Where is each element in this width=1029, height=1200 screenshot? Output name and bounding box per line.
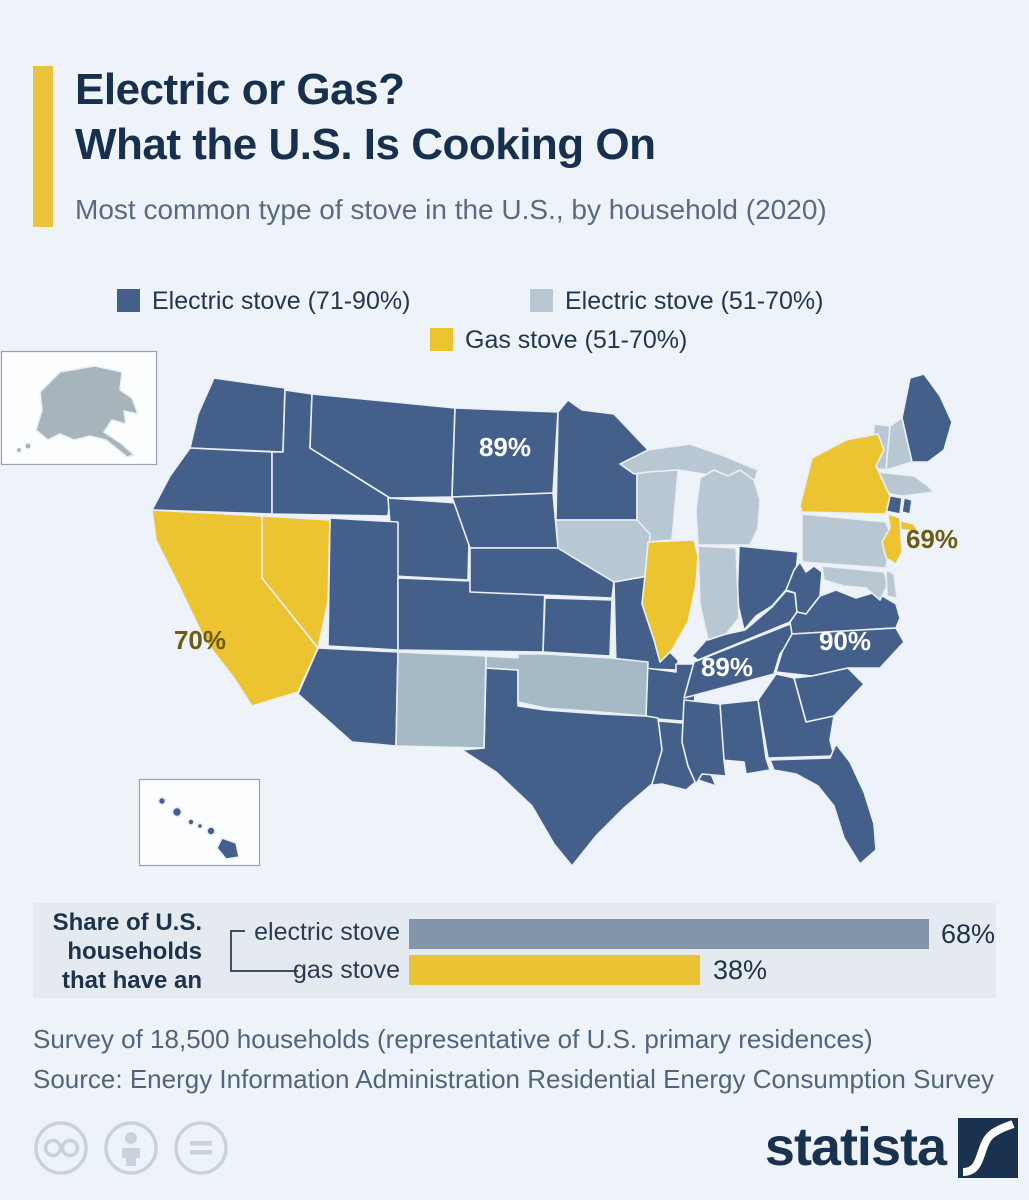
state-new-jersey bbox=[881, 513, 903, 565]
legend-label-electric-high: Electric stove (71-90%) bbox=[152, 287, 411, 315]
subtitle: Most common type of stove in the U.S., b… bbox=[75, 194, 827, 225]
legend-label-gas: Gas stove (51-70%) bbox=[465, 326, 688, 354]
hawaii-inset-box bbox=[138, 778, 261, 867]
legend-label-electric-mid: Electric stove (51-70%) bbox=[565, 287, 824, 315]
attribution-person-icon[interactable] bbox=[104, 1121, 158, 1175]
state-maryland bbox=[821, 565, 889, 601]
state-illinois bbox=[641, 539, 699, 663]
state-virginia bbox=[789, 589, 901, 635]
page-title: Electric or Gas? What the U.S. Is Cookin… bbox=[75, 62, 656, 172]
map-label-tennessee: 89% bbox=[701, 652, 753, 682]
bar-caption-line-1: Share of U.S. bbox=[52, 909, 202, 936]
bar-bracket bbox=[230, 930, 298, 972]
footer-survey-note: Survey of 18,500 households (representat… bbox=[33, 1024, 873, 1054]
map-label-new-jersey: 69% bbox=[906, 524, 958, 554]
equals-icon[interactable] bbox=[174, 1121, 228, 1175]
bar-row-label-gas: gas stove bbox=[292, 956, 400, 984]
state-montana bbox=[309, 393, 456, 499]
map-label-north-carolina: 90% bbox=[819, 626, 871, 656]
state-hawaii bbox=[171, 806, 183, 818]
state-utah bbox=[327, 517, 399, 651]
cc-license-icons[interactable] bbox=[30, 1116, 260, 1180]
bar-row-label-electric: electric stove bbox=[254, 918, 400, 946]
state-delaware bbox=[885, 569, 898, 599]
state-mississippi bbox=[681, 699, 727, 785]
map-label-north-dakota: 89% bbox=[479, 432, 531, 462]
statista-logo-icon[interactable] bbox=[958, 1118, 1018, 1178]
footer-source-note: Source: Energy Information Administratio… bbox=[33, 1064, 995, 1094]
state-florida bbox=[769, 743, 877, 865]
state-west-virginia bbox=[785, 561, 823, 615]
state-alaska bbox=[35, 365, 139, 458]
state-nevada bbox=[261, 515, 331, 649]
state-hawaii bbox=[206, 826, 216, 836]
state-maine bbox=[901, 373, 953, 463]
state-hawaii bbox=[196, 822, 204, 830]
bar-value-gas: 38% bbox=[713, 955, 768, 985]
bar-chart-caption: Share of U.S. households that have an bbox=[40, 908, 202, 995]
state-rhode-island bbox=[901, 497, 913, 515]
map-label-california: 70% bbox=[174, 625, 226, 655]
legend-swatch-gas bbox=[430, 328, 453, 351]
state-kansas bbox=[542, 597, 613, 657]
bar-value-electric: 68% bbox=[941, 919, 996, 949]
state-alabama bbox=[719, 699, 771, 775]
bar-caption-line-2: households bbox=[67, 938, 202, 965]
legend-swatch-electric-mid bbox=[530, 289, 553, 312]
state-oklahoma bbox=[485, 653, 649, 717]
state-hawaii bbox=[187, 818, 195, 826]
title-accent-bar bbox=[33, 66, 53, 227]
state-michigan bbox=[695, 469, 761, 546]
state-south-dakota bbox=[451, 492, 559, 549]
title-line-1: Electric or Gas? bbox=[75, 65, 405, 114]
state-pennsylvania bbox=[801, 513, 892, 569]
state-new-hampshire bbox=[885, 417, 913, 471]
alaska-aleutian-island bbox=[25, 443, 31, 449]
state-texas bbox=[461, 667, 663, 867]
title-line-2: What the U.S. Is Cooking On bbox=[75, 120, 656, 169]
legend-swatch-electric-high bbox=[117, 289, 140, 312]
state-oregon bbox=[151, 447, 273, 515]
state-georgia bbox=[757, 673, 835, 759]
bar-electric-stove bbox=[409, 919, 929, 949]
bar-caption-line-3: that have an bbox=[61, 967, 202, 994]
state-new-mexico bbox=[395, 651, 487, 749]
state-indiana bbox=[697, 545, 740, 641]
statista-wordmark[interactable]: statista bbox=[764, 1117, 947, 1177]
state-iowa bbox=[555, 519, 651, 583]
state-hawaii bbox=[216, 837, 240, 860]
state-washington bbox=[189, 377, 286, 453]
bar-gas-stove bbox=[409, 955, 700, 985]
cc-icon[interactable] bbox=[34, 1121, 88, 1175]
alaska-aleutian-island bbox=[17, 448, 21, 452]
state-arizona bbox=[297, 647, 399, 747]
state-hawaii bbox=[157, 796, 167, 806]
state-new-york bbox=[799, 433, 891, 515]
